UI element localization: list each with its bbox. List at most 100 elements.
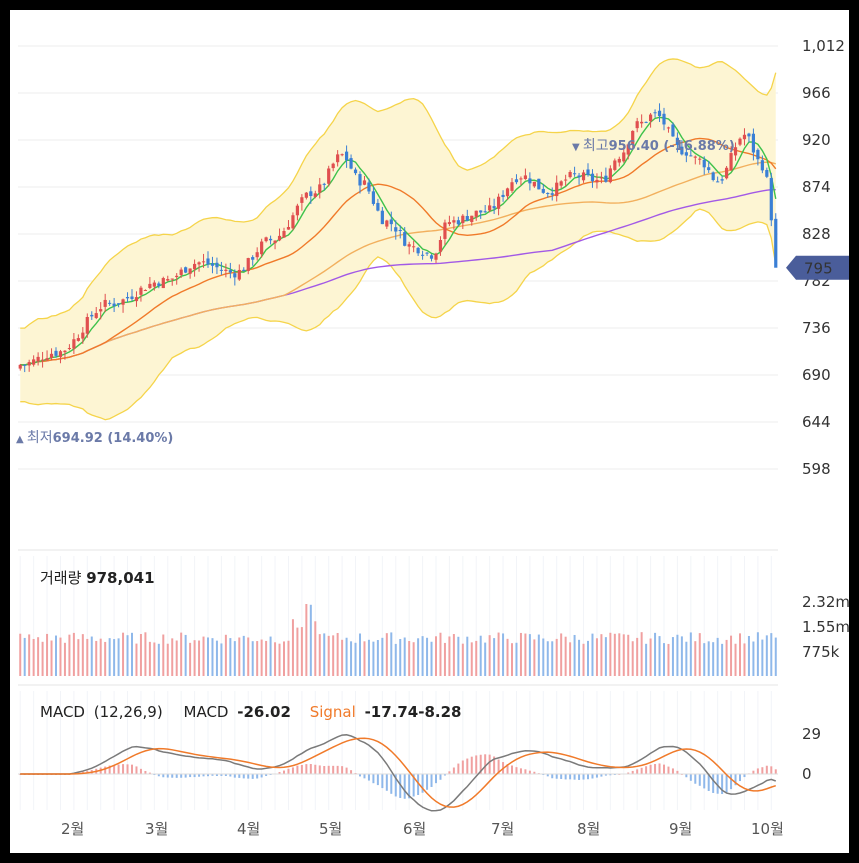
- signal-line: [20, 737, 776, 808]
- candle-body: [622, 152, 626, 162]
- candle-body: [179, 269, 183, 275]
- candle: [327, 165, 331, 187]
- volume-bar: [99, 638, 102, 676]
- high-marker: ▼ 최고956.40 (-16.88%): [572, 138, 735, 154]
- candle: [425, 251, 429, 256]
- macd-histogram-bar: [470, 756, 473, 774]
- volume-bar: [636, 637, 639, 676]
- candle: [175, 273, 179, 285]
- candle: [760, 155, 764, 174]
- candle: [286, 220, 291, 230]
- candle-body: [774, 218, 778, 268]
- candle: [577, 172, 581, 185]
- low-marker-value: 694.92 (14.40%): [53, 431, 174, 446]
- candle-body: [501, 194, 505, 198]
- candle: [148, 277, 152, 290]
- candle: [528, 172, 532, 191]
- volume-bar: [139, 634, 142, 676]
- macd-histogram-bar: [595, 774, 598, 778]
- candle-body: [224, 269, 228, 271]
- candle-body: [765, 169, 769, 177]
- candle: [318, 177, 322, 199]
- candle: [541, 183, 545, 194]
- candle-body: [201, 261, 206, 263]
- candle-body: [756, 149, 760, 160]
- candle-body: [394, 227, 398, 232]
- volume-bar: [390, 632, 393, 676]
- macd-histogram-bar: [171, 774, 174, 778]
- macd-histogram-bar: [578, 774, 581, 780]
- macd-histogram-bar: [224, 774, 227, 776]
- macd-histogram-bar: [247, 774, 250, 779]
- candle: [344, 145, 349, 168]
- candle: [130, 289, 134, 302]
- volume-bar: [162, 634, 165, 676]
- macd-histogram-bar: [403, 774, 406, 799]
- candle: [501, 190, 505, 202]
- macd-histogram-bar: [139, 768, 142, 774]
- macd-histogram-bar: [582, 774, 585, 780]
- macd-histogram-bar: [493, 756, 496, 774]
- candle: [331, 162, 335, 172]
- macd-histogram-bar: [654, 764, 657, 774]
- volume-bar: [336, 633, 339, 676]
- volume-bar: [247, 637, 250, 676]
- candle-body: [420, 254, 425, 256]
- candle: [184, 266, 188, 274]
- candle: [67, 344, 72, 351]
- candle: [210, 256, 215, 274]
- stock-chart[interactable]: 1,0581,012966920874828736690644598782795…: [10, 10, 849, 853]
- candle: [157, 281, 161, 289]
- volume-bar: [189, 642, 192, 676]
- candle-body: [720, 179, 724, 181]
- volume-bar: [372, 641, 375, 676]
- candle-body: [483, 211, 487, 213]
- price-tick-label: 736: [802, 319, 831, 337]
- price-tick-label: 828: [802, 225, 831, 243]
- candle: [380, 206, 384, 225]
- candle-body: [54, 350, 58, 356]
- candle-body: [188, 268, 192, 274]
- candle-body: [166, 279, 170, 281]
- candle-body: [631, 130, 635, 145]
- current-price-value: 795: [804, 260, 833, 278]
- candle: [376, 198, 380, 212]
- volume-bar: [457, 636, 460, 676]
- volume-bar: [77, 639, 80, 676]
- candle-body: [505, 188, 510, 197]
- volume-bar: [770, 633, 773, 676]
- ma60-line: [20, 161, 776, 366]
- candle-body: [577, 175, 581, 178]
- price-tick-label: 690: [802, 366, 831, 384]
- candle-body: [103, 299, 107, 307]
- volume-bar: [524, 633, 527, 676]
- month-label: 3월: [145, 820, 168, 838]
- candle: [94, 306, 98, 320]
- candle-body: [81, 332, 85, 339]
- high-marker-arrow: ▼: [572, 142, 583, 153]
- candle-body: [362, 180, 367, 185]
- volume-bar: [595, 638, 598, 676]
- candle: [756, 148, 760, 166]
- candle: [684, 145, 688, 163]
- candle: [546, 192, 550, 198]
- candle-body: [693, 156, 697, 158]
- macd-histogram-bar: [336, 765, 339, 774]
- candle: [523, 168, 528, 180]
- volume-bar: [421, 636, 424, 676]
- volume-bar: [126, 635, 129, 676]
- candle-body: [716, 181, 720, 183]
- volume-bar: [515, 642, 518, 676]
- macd-histogram-bar: [131, 764, 133, 774]
- candle-body: [680, 146, 684, 155]
- volume-tick-label: 775k: [802, 643, 840, 661]
- macd-histogram-bar: [215, 774, 218, 776]
- candle: [76, 334, 80, 342]
- macd-histogram-bar: [770, 766, 773, 774]
- candle-body: [626, 144, 630, 155]
- volume-bar: [761, 639, 764, 676]
- macd-histogram-bar: [251, 774, 254, 779]
- macd-histogram-bar: [734, 774, 737, 786]
- candle-body: [398, 229, 402, 231]
- candle: [550, 187, 554, 201]
